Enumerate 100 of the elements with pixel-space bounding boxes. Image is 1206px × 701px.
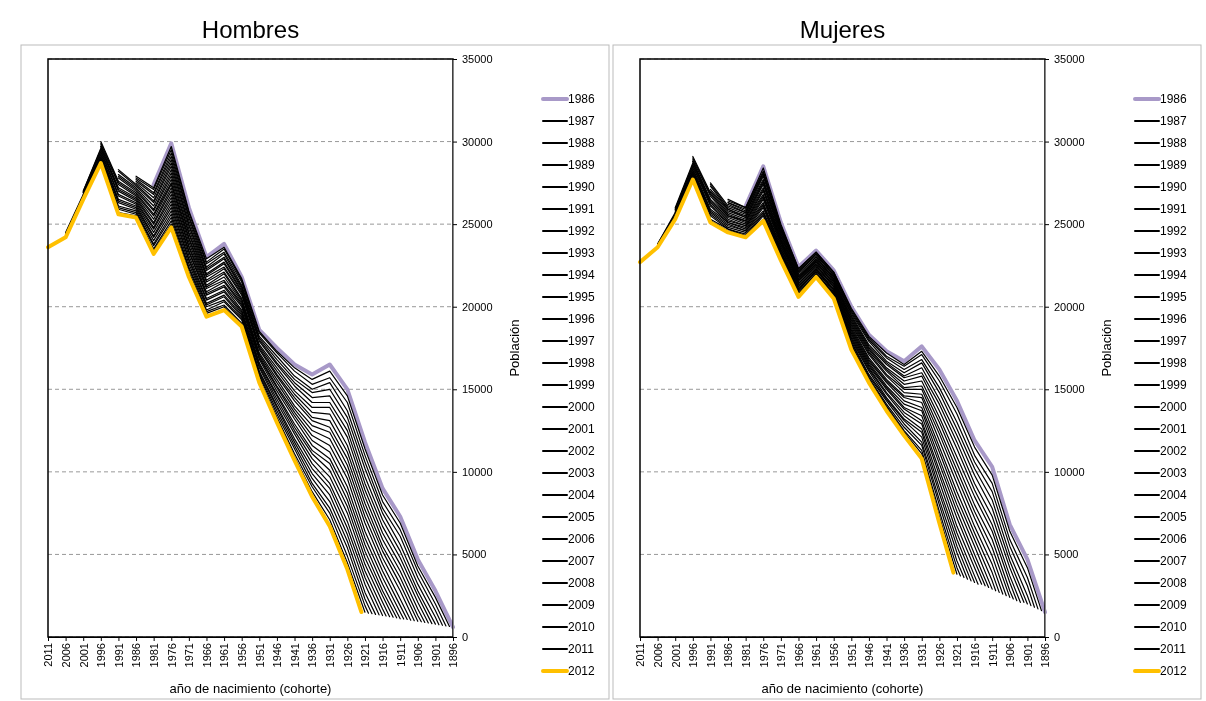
x-tick-label: 1981 xyxy=(740,643,752,668)
x-tick-label: 1911 xyxy=(394,643,407,667)
x-axis-title: año de nacimiento (cohorte) xyxy=(169,681,332,696)
x-tick-label: 2006 xyxy=(651,643,664,668)
x-tick-label: 1936 xyxy=(898,643,911,668)
legend-label: 1998 xyxy=(568,356,596,371)
legend-label: 2012 xyxy=(1160,664,1188,679)
legend-label: 1997 xyxy=(1160,334,1188,349)
x-tick-label: 1966 xyxy=(792,643,805,668)
y-axis-title: Población xyxy=(507,319,522,377)
x-tick-label: 1991 xyxy=(112,643,125,668)
legend-label: 1996 xyxy=(568,312,596,327)
x-tick-label: 1996 xyxy=(687,643,700,668)
legend-label: 1994 xyxy=(568,268,596,283)
chart-title: Mujeres xyxy=(799,16,886,43)
legend-label: 2006 xyxy=(568,532,596,547)
x-tick-label: 1956 xyxy=(236,643,249,668)
legend-label: 1999 xyxy=(1160,378,1188,393)
legend-label: 1991 xyxy=(1160,202,1188,217)
legend-label: 2007 xyxy=(568,554,596,569)
legend-label: 1987 xyxy=(568,114,596,129)
y-tick-label: 15000 xyxy=(462,383,493,396)
x-tick-label: 1916 xyxy=(968,643,981,668)
x-tick-label: 1921 xyxy=(951,643,964,668)
legend-label: 1996 xyxy=(1160,312,1188,327)
legend-label: 2000 xyxy=(1160,400,1188,415)
x-tick-label: 1976 xyxy=(165,643,178,668)
x-tick-label: 1946 xyxy=(863,643,876,668)
legend-label: 1994 xyxy=(1160,268,1188,283)
x-tick-label: 1971 xyxy=(183,643,196,668)
legend-label: 1995 xyxy=(568,290,596,305)
x-tick-label: 1971 xyxy=(775,643,788,668)
x-tick-label: 2011 xyxy=(634,643,647,667)
x-tick-label: 1981 xyxy=(148,643,160,668)
y-tick-label: 35000 xyxy=(462,53,493,66)
x-tick-label: 1896 xyxy=(447,643,460,668)
x-tick-label: 1906 xyxy=(412,643,425,668)
legend-label: 1997 xyxy=(568,334,596,349)
x-tick-label: 1921 xyxy=(359,643,372,668)
legend-label: 1993 xyxy=(1160,246,1188,261)
x-tick-label: 1926 xyxy=(933,643,946,668)
legend-label: 1989 xyxy=(1160,158,1188,173)
legend-label: 1986 xyxy=(568,92,596,107)
legend-label: 1992 xyxy=(1160,224,1188,239)
legend-label: 1992 xyxy=(568,224,596,239)
legend-label: 1998 xyxy=(1160,356,1188,371)
legend-label: 2009 xyxy=(568,598,596,613)
y-tick-label: 20000 xyxy=(462,300,493,313)
legend-label: 2003 xyxy=(568,466,596,481)
x-tick-label: 2001 xyxy=(669,643,682,668)
x-tick-label: 1901 xyxy=(429,643,442,668)
x-tick-label: 1931 xyxy=(916,643,929,668)
y-axis-title: Población xyxy=(1099,319,1114,377)
legend-label: 2002 xyxy=(1160,444,1188,459)
x-tick-label: 2011 xyxy=(42,643,55,667)
x-tick-label: 1966 xyxy=(200,643,213,668)
legend-label: 1990 xyxy=(1160,180,1188,195)
y-tick-label: 25000 xyxy=(462,218,493,231)
x-tick-label: 1961 xyxy=(218,643,231,668)
legend-label: 2009 xyxy=(1160,598,1188,613)
x-tick-label: 1941 xyxy=(880,643,893,668)
legend-label: 1987 xyxy=(1160,114,1188,129)
y-tick-label: 15000 xyxy=(1054,383,1085,396)
y-tick-label: 25000 xyxy=(1054,218,1085,231)
x-tick-label: 2006 xyxy=(59,643,72,668)
legend-label: 2008 xyxy=(1160,576,1188,591)
legend-label: 1990 xyxy=(568,180,596,195)
legend-label: 2010 xyxy=(568,620,596,635)
chart-title: Hombres xyxy=(201,16,300,43)
y-tick-label: 0 xyxy=(462,631,469,644)
legend-label: 1993 xyxy=(568,246,596,261)
legend-label: 2002 xyxy=(568,444,596,459)
x-tick-label: 1906 xyxy=(1004,643,1017,668)
legend-label: 2007 xyxy=(1160,554,1188,569)
x-tick-label: 1986 xyxy=(130,643,143,668)
x-tick-label: 1986 xyxy=(722,643,735,668)
y-tick-label: 20000 xyxy=(1054,300,1085,313)
legend-label: 2000 xyxy=(568,400,596,415)
x-tick-label: 1941 xyxy=(288,643,301,668)
legend-label: 2012 xyxy=(568,664,596,679)
y-tick-label: 5000 xyxy=(1054,548,1079,561)
x-tick-label: 1936 xyxy=(306,643,319,668)
legend-label: 2004 xyxy=(568,488,596,503)
x-tick-label: 1961 xyxy=(810,643,823,668)
y-tick-label: 10000 xyxy=(462,465,493,478)
x-tick-label: 1976 xyxy=(757,643,770,668)
x-tick-label: 1911 xyxy=(986,643,999,667)
x-tick-label: 1896 xyxy=(1039,643,1052,668)
x-tick-label: 1951 xyxy=(845,643,858,668)
y-tick-label: 0 xyxy=(1054,631,1061,644)
y-tick-label: 30000 xyxy=(462,135,493,148)
legend-label: 2010 xyxy=(1160,620,1188,635)
x-tick-label: 1996 xyxy=(95,643,108,668)
legend-label: 2001 xyxy=(568,422,596,437)
legend-label: 2006 xyxy=(1160,532,1188,547)
legend-label: 2001 xyxy=(1160,422,1188,437)
legend-label: 2005 xyxy=(1160,510,1188,525)
legend-label: 2005 xyxy=(568,510,596,525)
x-tick-label: 2001 xyxy=(77,643,90,668)
legend-label: 1986 xyxy=(1160,92,1188,107)
